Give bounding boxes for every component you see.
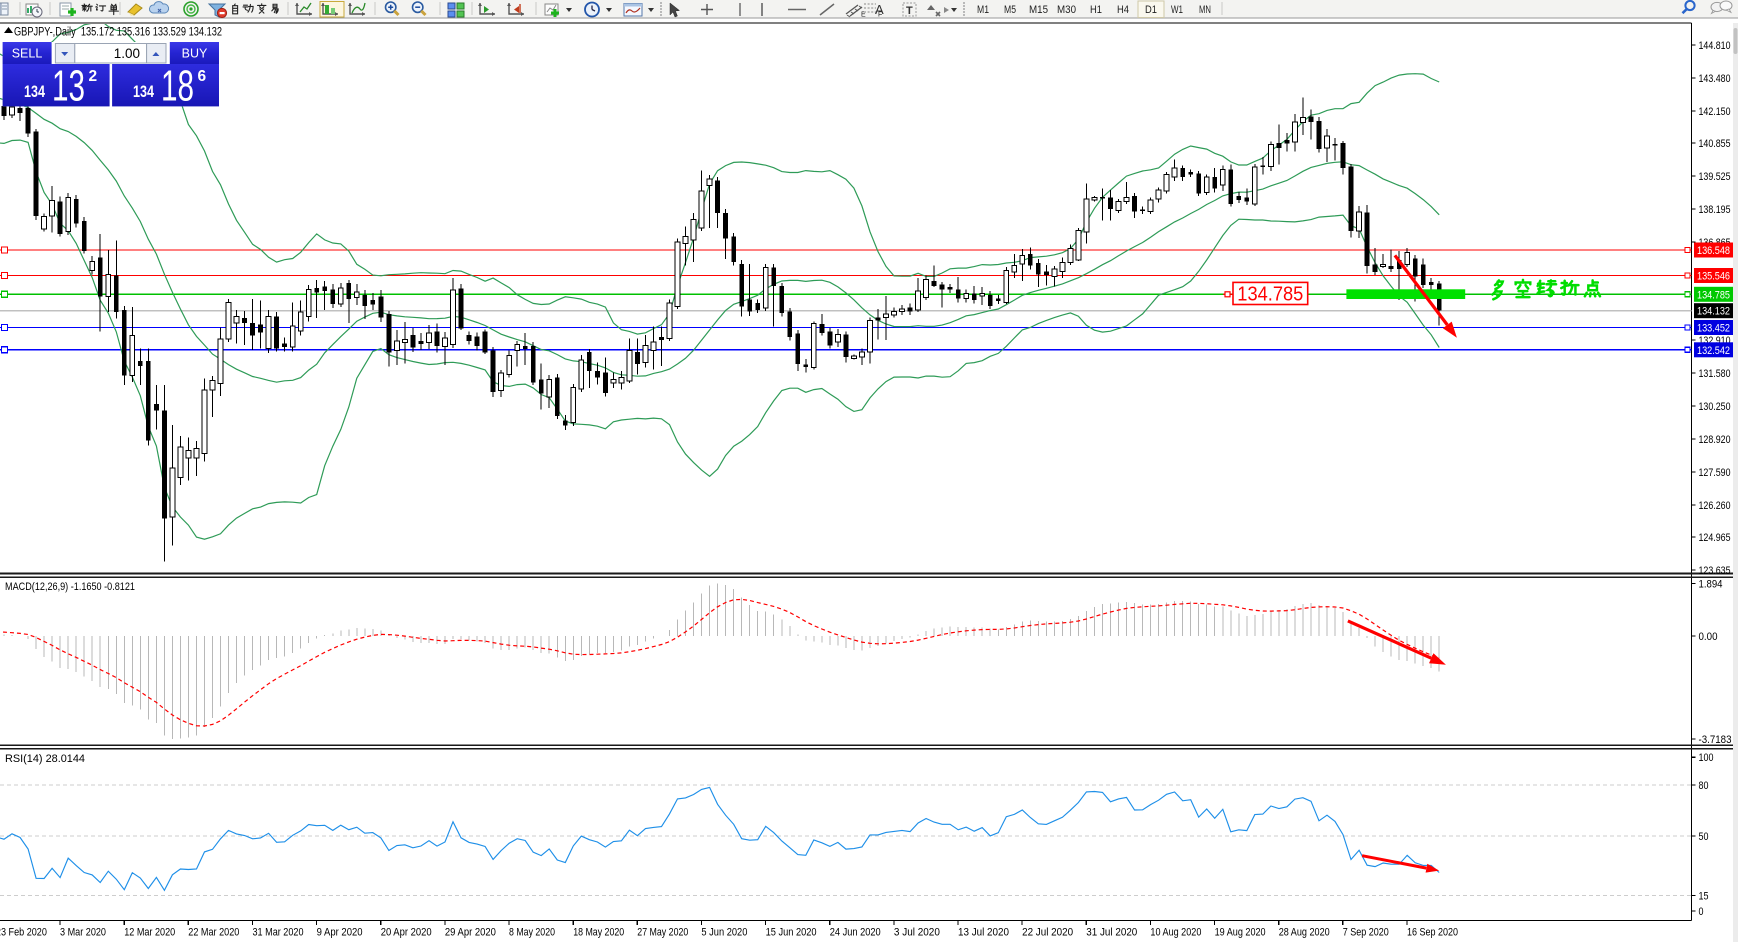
- svg-text:M1: M1: [977, 4, 989, 16]
- svg-text:20 Apr 2020: 20 Apr 2020: [381, 927, 432, 939]
- svg-text:124.965: 124.965: [1699, 532, 1731, 544]
- svg-text:130.250: 130.250: [1699, 401, 1731, 413]
- svg-text:MACD(12,26,9) -1.1650 -0.8121: MACD(12,26,9) -1.1650 -0.8121: [5, 581, 135, 593]
- svg-text:H1: H1: [1090, 4, 1102, 16]
- svg-text:132.542: 132.542: [1697, 345, 1730, 357]
- svg-text:RSI(14) 28.0144: RSI(14) 28.0144: [5, 753, 85, 765]
- svg-text:123.635: 123.635: [1699, 565, 1731, 577]
- svg-text:31 Mar 2020: 31 Mar 2020: [253, 927, 304, 939]
- svg-text:BUY: BUY: [182, 47, 208, 61]
- svg-text:134: 134: [133, 82, 154, 101]
- svg-text:A: A: [875, 2, 884, 17]
- svg-text:16 Sep 2020: 16 Sep 2020: [1407, 927, 1458, 939]
- svg-text:133.452: 133.452: [1697, 323, 1730, 335]
- svg-text:136.548: 136.548: [1697, 245, 1730, 257]
- svg-text:29 Apr 2020: 29 Apr 2020: [445, 927, 496, 939]
- svg-text:SELL: SELL: [12, 47, 43, 61]
- svg-text:131.580: 131.580: [1699, 368, 1731, 380]
- svg-text:0.00: 0.00: [1699, 631, 1718, 643]
- svg-text:144.810: 144.810: [1699, 40, 1731, 52]
- svg-text:H4: H4: [1117, 4, 1129, 16]
- svg-text:3 Mar 2020: 3 Mar 2020: [60, 927, 106, 939]
- svg-text:24 Jun 2020: 24 Jun 2020: [830, 927, 881, 939]
- svg-text:F: F: [878, 12, 882, 19]
- svg-text:15 Jun 2020: 15 Jun 2020: [766, 927, 817, 939]
- svg-text:127.590: 127.590: [1699, 467, 1731, 479]
- svg-text:15: 15: [1699, 891, 1709, 903]
- svg-text:139.525: 139.525: [1699, 171, 1731, 183]
- svg-text:138.195: 138.195: [1699, 204, 1731, 216]
- svg-text:134: 134: [24, 82, 45, 101]
- svg-text:80: 80: [1699, 780, 1709, 792]
- svg-text:12 Mar 2020: 12 Mar 2020: [124, 927, 175, 939]
- svg-text:13: 13: [52, 62, 85, 111]
- svg-text:M15: M15: [1029, 4, 1048, 16]
- svg-text:50: 50: [1699, 831, 1709, 843]
- svg-text:M30: M30: [1057, 4, 1076, 16]
- svg-text:31 Jul 2020: 31 Jul 2020: [1086, 927, 1137, 939]
- svg-text:22 Mar 2020: 22 Mar 2020: [188, 927, 239, 939]
- svg-text:100: 100: [1699, 752, 1714, 764]
- svg-text:1.00: 1.00: [114, 46, 140, 61]
- svg-text:8 May 2020: 8 May 2020: [509, 927, 555, 939]
- svg-text:0: 0: [1699, 906, 1704, 918]
- svg-text:22 Jul 2020: 22 Jul 2020: [1022, 927, 1073, 939]
- svg-text:19 Aug 2020: 19 Aug 2020: [1215, 927, 1266, 939]
- svg-text:-3.7183: -3.7183: [1699, 734, 1732, 746]
- svg-text:143.480: 143.480: [1699, 73, 1731, 85]
- svg-text:140.855: 140.855: [1699, 138, 1731, 150]
- svg-text:128.920: 128.920: [1699, 434, 1731, 446]
- svg-text:134.785: 134.785: [1697, 289, 1730, 301]
- svg-text:3 Jul 2020: 3 Jul 2020: [894, 927, 940, 939]
- svg-text:126.260: 126.260: [1699, 500, 1731, 512]
- svg-text:E: E: [861, 12, 866, 19]
- svg-text:2: 2: [89, 68, 98, 85]
- svg-text:5 Jun 2020: 5 Jun 2020: [701, 927, 747, 939]
- svg-text:142.150: 142.150: [1699, 106, 1731, 118]
- svg-text:7 Sep 2020: 7 Sep 2020: [1343, 927, 1389, 939]
- svg-text:23 Feb 2020: 23 Feb 2020: [0, 927, 47, 939]
- svg-text:M5: M5: [1004, 4, 1016, 16]
- svg-text:1.894: 1.894: [1699, 579, 1723, 591]
- svg-text:135.546: 135.546: [1697, 271, 1730, 283]
- svg-text:13 Jul 2020: 13 Jul 2020: [958, 927, 1009, 939]
- svg-text:D1: D1: [1145, 4, 1157, 16]
- svg-text:134.132: 134.132: [1697, 306, 1730, 318]
- svg-text:18 May 2020: 18 May 2020: [573, 927, 624, 939]
- svg-text:6: 6: [198, 68, 207, 85]
- svg-text:28 Aug 2020: 28 Aug 2020: [1279, 927, 1330, 939]
- svg-text:18: 18: [161, 62, 194, 111]
- svg-text:134.785: 134.785: [1237, 284, 1303, 306]
- svg-text:MN: MN: [1199, 4, 1211, 16]
- svg-text:9 Apr 2020: 9 Apr 2020: [317, 927, 363, 939]
- svg-text:27 May 2020: 27 May 2020: [637, 927, 688, 939]
- svg-text:T: T: [906, 5, 913, 17]
- svg-text:10 Aug 2020: 10 Aug 2020: [1150, 927, 1201, 939]
- svg-text:W1: W1: [1171, 4, 1183, 16]
- svg-text:GBPJPY-,Daily 135.172 135.316: GBPJPY-,Daily 135.172 135.316 133.529 13…: [14, 27, 222, 39]
